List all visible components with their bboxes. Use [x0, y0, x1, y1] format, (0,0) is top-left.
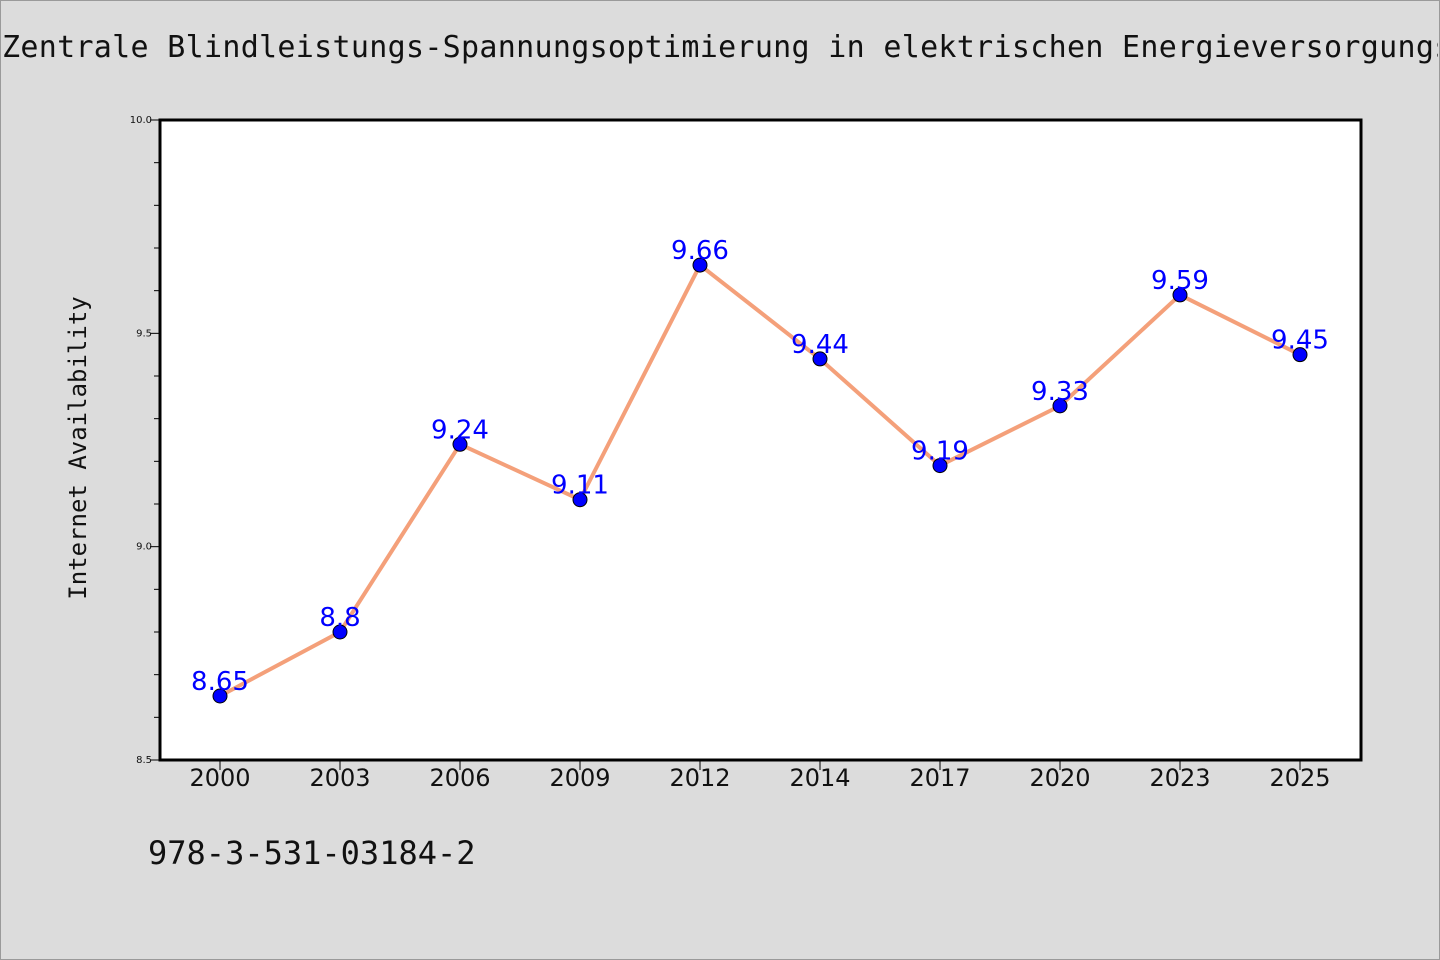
data-point [932, 458, 948, 474]
data-label: 9.24 [431, 415, 489, 445]
series-line [219, 263, 1301, 698]
y-tick-label: 10.0 [130, 115, 152, 126]
data-label: 8.8 [319, 603, 360, 633]
series-group: 8.65 8.8 9.24 9.11 9.66 9.44 9.19 9.33 9.59 9.45 [191, 236, 1329, 704]
data-label: 9.19 [911, 437, 969, 467]
x-tick-label: 2009 [549, 764, 610, 792]
data-label: 8.65 [191, 667, 249, 697]
data-point [572, 492, 588, 508]
chart-title: Zentrale Blindleistungs-Spannungsoptimie… [2, 30, 1438, 65]
data-point [1292, 347, 1308, 363]
x-axis: 2000 2003 2006 2009 2012 2014 2017 2020 2023 2025 [189, 760, 1331, 792]
x-tick-label: 2000 [189, 764, 250, 792]
y-axis: 8.5 9.0 9.5 10.0 [130, 115, 160, 766]
x-tick-label: 2012 [669, 764, 730, 792]
data-point [212, 688, 228, 704]
data-label: 9.66 [671, 236, 729, 266]
data-point [692, 257, 708, 273]
data-label: 9.45 [1271, 326, 1329, 356]
plot-area [158, 118, 1363, 762]
x-tick-label: 2014 [789, 764, 850, 792]
x-tick-label: 2020 [1029, 764, 1090, 792]
data-label: 9.59 [1151, 266, 1209, 296]
data-label: 9.44 [791, 330, 849, 360]
data-point [452, 436, 468, 452]
y-tick-label: 9.5 [136, 328, 152, 339]
data-point [1052, 398, 1068, 414]
y-axis-title: Internet Availability [64, 296, 92, 599]
x-tick-label: 2003 [309, 764, 370, 792]
isbn-label: 978-3-531-03184-2 [148, 834, 476, 872]
data-point [812, 351, 828, 367]
x-tick-label: 2023 [1149, 764, 1210, 792]
data-label: 9.11 [551, 471, 609, 501]
x-tick-label: 2017 [909, 764, 970, 792]
y-tick-label: 9.0 [136, 542, 152, 553]
data-point [1172, 287, 1188, 303]
y-tick-label: 8.5 [136, 755, 152, 766]
x-tick-label: 2025 [1269, 764, 1330, 792]
data-label: 9.33 [1031, 377, 1089, 407]
data-point [332, 624, 348, 640]
x-tick-label: 2006 [429, 764, 490, 792]
